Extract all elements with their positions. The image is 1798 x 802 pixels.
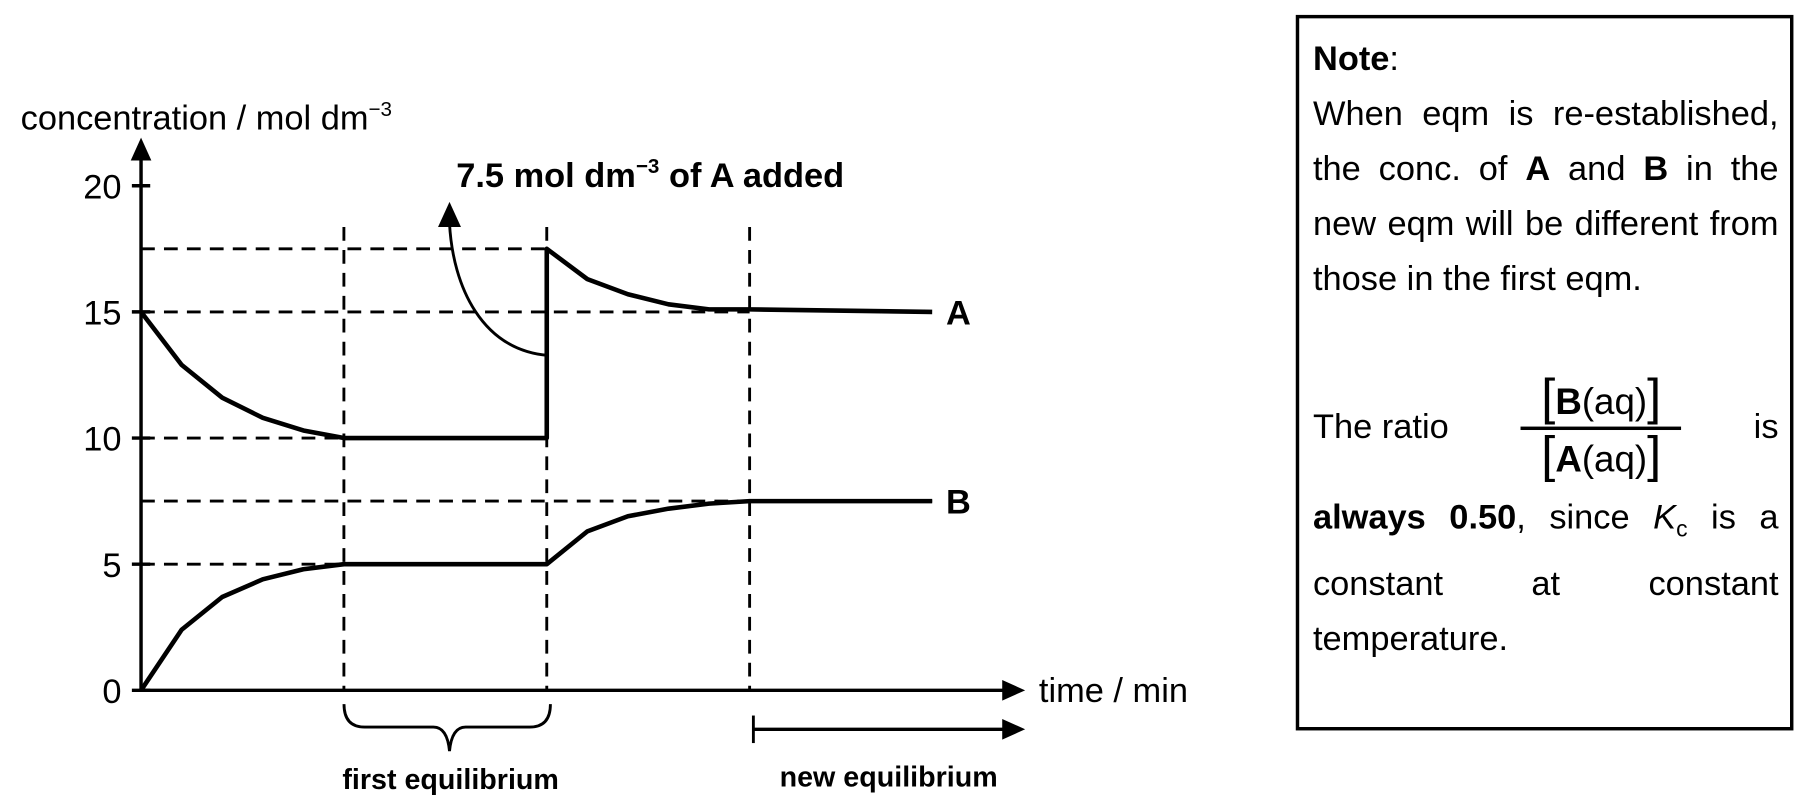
note-box: Note: When eqm is re-established, the co… [1295, 14, 1794, 731]
note-paragraph: always 0.50, since Kc is a constant at c… [1313, 491, 1779, 668]
text: (aq) [1581, 437, 1648, 479]
note-title: Note [1312, 40, 1390, 78]
y-axis-label: concentration / mol dm−3 [21, 98, 392, 138]
annotation-arrowhead [438, 201, 461, 228]
note-colon: : [1389, 40, 1399, 78]
text-italic: K [1653, 498, 1677, 537]
y-tick-label: 20 [83, 168, 121, 206]
y-tick-label: 5 [102, 547, 121, 585]
text: When eqm is re-established, the conc. of [1312, 95, 1779, 189]
text-bold: A [1555, 437, 1582, 479]
x-axis-arrow [1002, 679, 1026, 701]
annotation: 7.5 mol dm−3 of A added [456, 155, 844, 195]
y-tick-label: 10 [83, 421, 121, 459]
x-axis-label: time / min [1039, 672, 1188, 710]
bracket [342, 704, 552, 752]
text-bold: B [1643, 150, 1669, 189]
ratio-row: The ratio B(aq) A(aq) is [1313, 365, 1779, 491]
note-paragraph: When eqm is re-established, the conc. of… [1313, 87, 1779, 307]
series-label: A [946, 295, 971, 333]
y-tick-label: 15 [83, 295, 121, 333]
series-label: B [946, 484, 971, 522]
series-line [139, 246, 933, 441]
y-tick-label: 0 [102, 673, 121, 711]
subscript: c [1676, 517, 1688, 543]
text-bold: always 0.50 [1312, 498, 1517, 537]
text-bold: A [1525, 150, 1551, 189]
chart: concentration / mol dm−3 7.5 mol dm−3 of… [21, 98, 1188, 796]
text: (aq) [1581, 380, 1648, 422]
y-axis-arrow [130, 137, 152, 161]
bracket-label: new equilibrium [780, 762, 998, 794]
text: in the new eqm will be different from th… [1312, 150, 1779, 299]
fraction-bar [1520, 425, 1682, 430]
fraction: B(aq) A(aq) [1520, 372, 1682, 483]
text: is [1753, 408, 1779, 447]
text: The ratio [1312, 408, 1449, 447]
text: and [1550, 150, 1644, 189]
denominator: A(aq) [1541, 429, 1661, 483]
text: , since [1516, 498, 1654, 537]
annotation-arrow [448, 223, 549, 357]
numerator: B(aq) [1541, 372, 1661, 426]
text: is a constant at constant temperature. [1312, 498, 1779, 659]
series-line [139, 498, 933, 692]
note-heading: Note: [1313, 32, 1779, 87]
text-bold: B [1555, 380, 1582, 422]
bracket-label: first equilibrium [342, 764, 559, 796]
range-arrowhead [1002, 718, 1026, 740]
